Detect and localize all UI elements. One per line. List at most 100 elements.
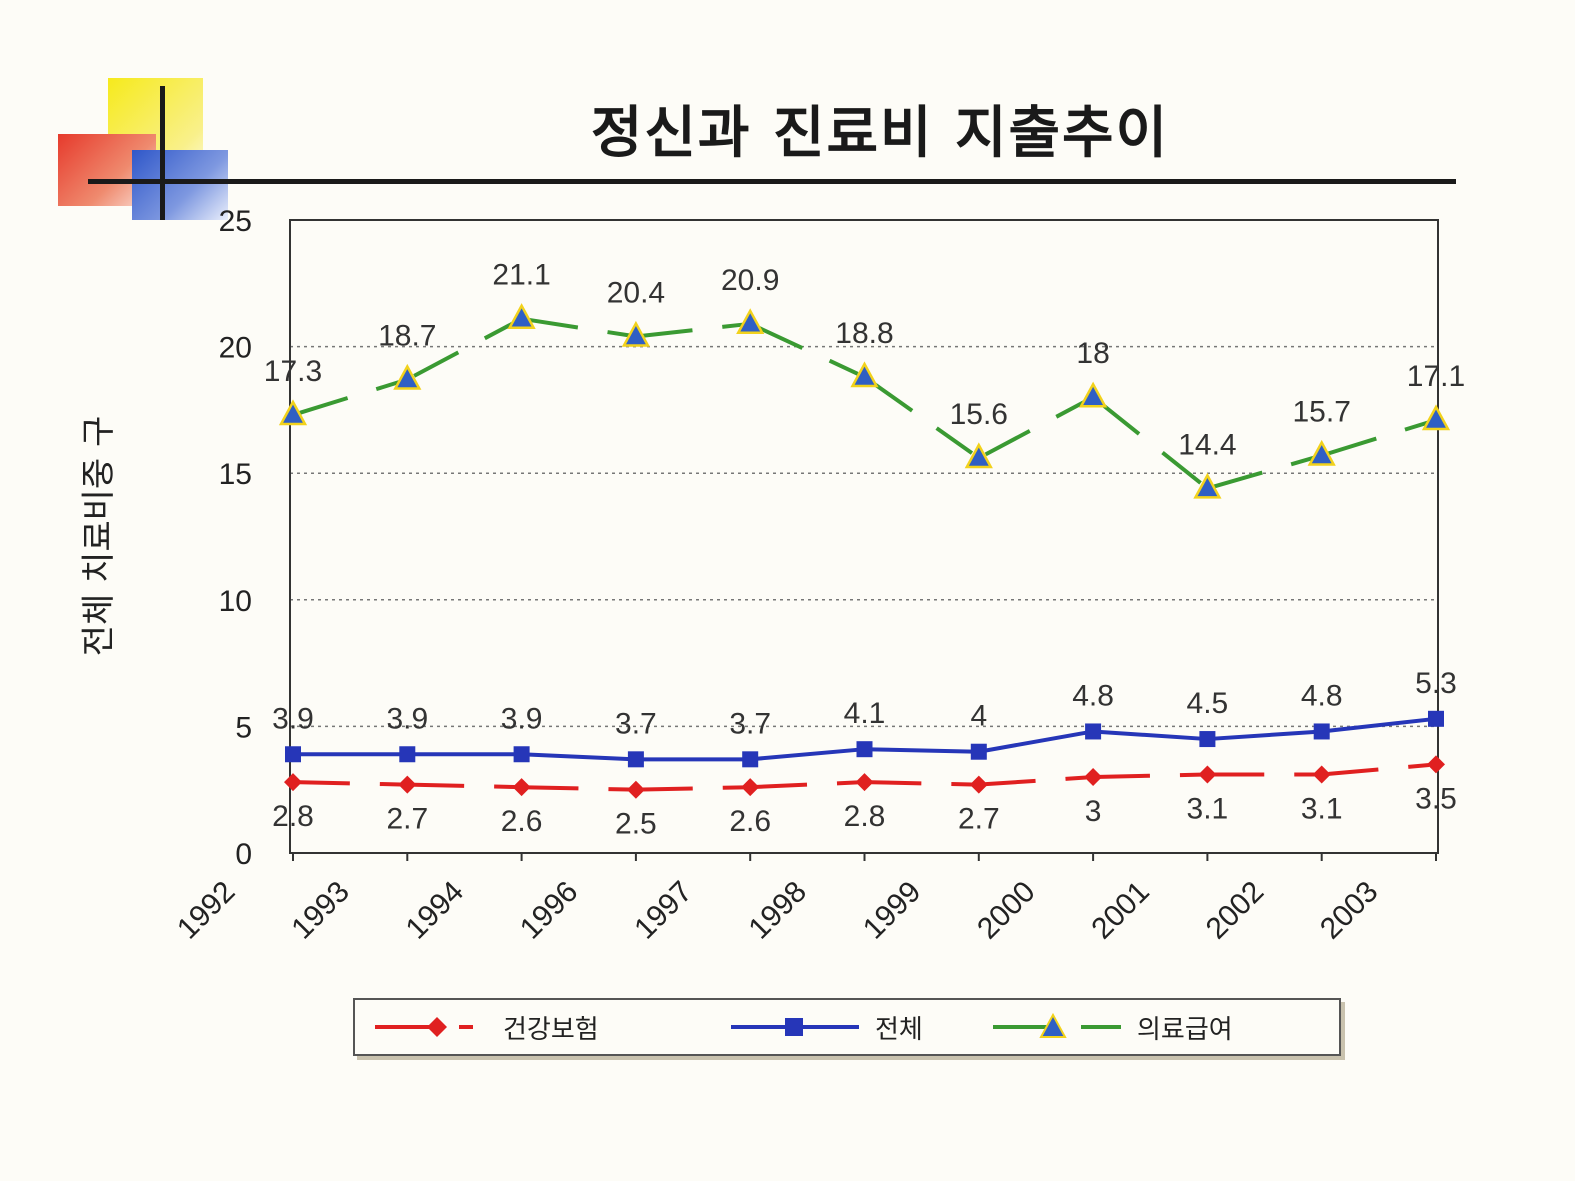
- x-tick-label: 1996: [514, 875, 585, 946]
- plot-frame: [289, 219, 1439, 854]
- legend-label-total: 전체: [875, 1014, 923, 1045]
- data-label-medical-aid: 18: [1076, 337, 1109, 370]
- series-total-segment: [864, 747, 979, 754]
- data-label-health-insurance: 3: [1085, 795, 1102, 828]
- decor-vertical-rule: [160, 86, 165, 220]
- legend-label-health-insurance: 건강보험: [503, 1014, 599, 1045]
- x-tick-label: 2003: [1314, 875, 1385, 946]
- data-label-total: 4: [970, 700, 987, 733]
- series-total-segment: [1207, 729, 1322, 742]
- series-medical-aid-segment: [984, 399, 1088, 457]
- series-total-point: [1313, 723, 1330, 740]
- series-total-point: [742, 751, 759, 768]
- data-label-medical-aid: 17.3: [264, 355, 322, 388]
- data-labels: 2.8 2.7 2.6 2.5 2.6 2.8 2.7 3 3.1 3.1 3.5 3.9 3.9 3.9…: [264, 259, 1465, 841]
- series-health-insurance-point: [284, 773, 302, 792]
- data-label-total: 4.1: [844, 697, 886, 730]
- title-underline-rule: [88, 179, 1456, 184]
- data-label-total: 4.5: [1187, 687, 1229, 720]
- x-tick-label: 1997: [628, 875, 699, 946]
- series-total-point: [1428, 710, 1444, 727]
- series-health-insurance-segment: [756, 780, 858, 789]
- series-medical-aid-segment: [642, 322, 744, 338]
- series-medical-aid-segment: [299, 379, 402, 415]
- series: [278, 303, 1451, 799]
- x-tick-label: 2000: [971, 875, 1042, 946]
- series-total-point: [970, 743, 987, 760]
- series-health-insurance-point: [398, 775, 417, 794]
- series-health-insurance-point: [855, 773, 874, 792]
- series-medical-aid-point: [1307, 439, 1336, 466]
- data-label-total: 5.3: [1415, 667, 1457, 700]
- series-health-insurance-segment: [985, 775, 1087, 787]
- series-medical-aid-point: [850, 361, 879, 388]
- x-tick-label: 1998: [743, 875, 814, 946]
- series-total-point: [399, 746, 416, 763]
- series-total-point: [1199, 731, 1216, 748]
- series-total-segment: [978, 729, 1094, 754]
- series-health-insurance-segment: [1328, 762, 1430, 776]
- data-label-total: 3.9: [272, 702, 314, 735]
- data-label-medical-aid: 18.8: [835, 317, 893, 350]
- x-tick-label: 2002: [1200, 875, 1271, 946]
- series-health-insurance-point: [969, 775, 988, 794]
- series-health-insurance-segment: [1099, 772, 1201, 779]
- series-health-insurance-segment: [528, 785, 630, 792]
- series-health-insurance-point: [1427, 755, 1445, 774]
- series-total-point: [1085, 723, 1102, 740]
- series-medical-aid-segment: [413, 320, 516, 378]
- series-health-insurance-segment: [414, 782, 515, 790]
- y-tick-label: 25: [219, 205, 252, 238]
- x-tick-label: 2001: [1085, 875, 1156, 946]
- axes: 0 5 10 15 20 25 1992 1993 1994 1996 1997 1998 1999 20…: [171, 205, 1437, 946]
- y-tick-label: 15: [219, 458, 252, 491]
- data-label-medical-aid: 15.6: [950, 398, 1008, 431]
- legend-swatch-diamond-dashed: [375, 1017, 473, 1037]
- series-medical-aid-point: [621, 320, 651, 347]
- series-total-point: [856, 741, 873, 758]
- series-total-segment: [521, 752, 636, 762]
- y-axis-label: 전체 치료비중 구: [79, 416, 119, 657]
- series-medical-aid-point: [393, 363, 422, 390]
- data-label-health-insurance: 2.8: [272, 800, 314, 833]
- series-total-segment: [750, 747, 865, 762]
- series-health-insurance-point: [1084, 768, 1103, 787]
- y-tick-label: 20: [219, 332, 252, 365]
- x-tick-label: 1993: [285, 875, 356, 946]
- series-health-insurance-segment: [642, 785, 744, 792]
- series-health-insurance-point: [1198, 765, 1217, 784]
- series-health-insurance-point: [626, 780, 645, 799]
- data-label-total: 3.9: [501, 702, 543, 735]
- series-medical-aid-point: [507, 303, 536, 329]
- data-label-medical-aid: 21.1: [492, 259, 550, 292]
- series-medical-aid-segment: [1327, 420, 1430, 456]
- series-medical-aid-segment: [870, 380, 974, 455]
- series-health-insurance-segment: [871, 780, 972, 787]
- series-medical-aid-point: [1193, 472, 1222, 499]
- data-label-total: 3.7: [615, 707, 657, 740]
- series-total-point: [285, 746, 301, 763]
- data-label-medical-aid: 17.1: [1407, 360, 1465, 393]
- grid-lines: [290, 345, 1438, 728]
- data-label-medical-aid: 20.4: [607, 276, 665, 309]
- data-label-total: 3.7: [729, 707, 771, 740]
- series-medical-aid-segment: [756, 325, 859, 376]
- series-total-point: [513, 746, 530, 763]
- series-medical-aid-point: [964, 442, 993, 469]
- data-label-medical-aid: 15.7: [1293, 395, 1351, 428]
- data-label-health-insurance: 2.8: [844, 800, 886, 833]
- x-tick-label: 1994: [400, 875, 471, 946]
- series-medical-aid-point: [278, 399, 308, 426]
- series-medical-aid-segment: [1213, 455, 1316, 489]
- series-health-insurance-segment: [299, 780, 401, 787]
- series-medical-aid-segment: [1098, 401, 1202, 485]
- legend-item-health-insurance: 건강보험: [373, 1000, 599, 1054]
- series-health-insurance-point: [1312, 765, 1331, 784]
- y-tick-label: 10: [219, 585, 252, 618]
- y-tick-label: 5: [235, 711, 252, 744]
- x-tick-label: 1999: [857, 875, 928, 946]
- data-label-medical-aid: 18.7: [378, 320, 436, 353]
- data-label-medical-aid: 20.9: [721, 264, 779, 297]
